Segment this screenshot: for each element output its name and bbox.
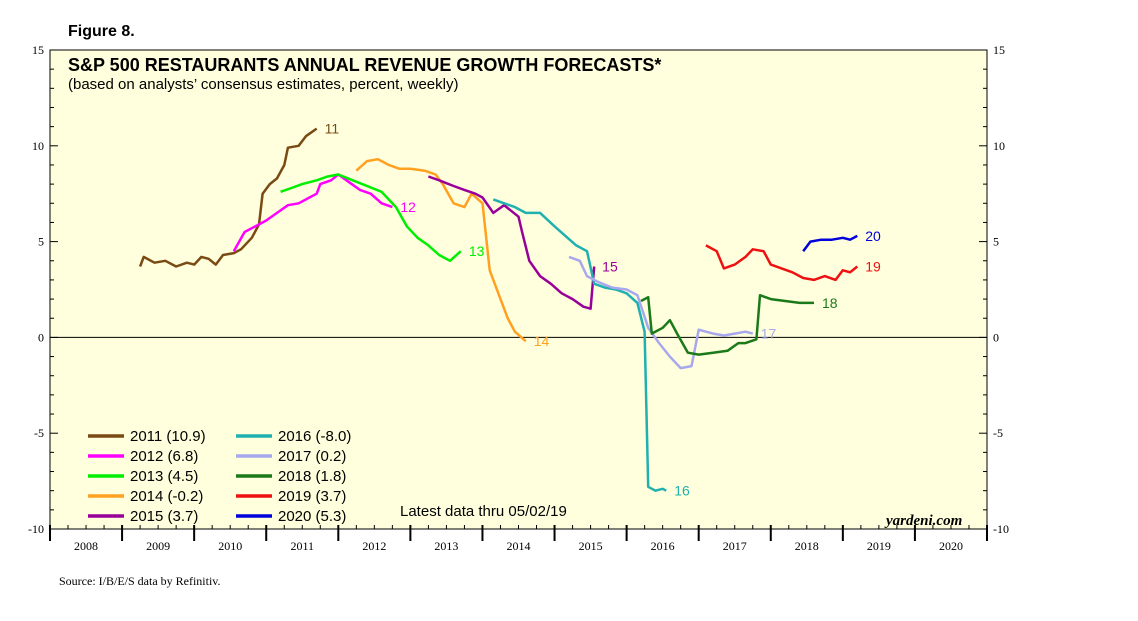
chart-title: S&P 500 RESTAURANTS ANNUAL REVENUE GROWT…	[68, 55, 661, 75]
x-tick-label: 2011	[290, 539, 314, 553]
legend-label: 2019 (3.7)	[278, 488, 346, 505]
series-end-label: 15	[602, 259, 618, 275]
y-tick-label-right: 15	[993, 43, 1005, 57]
series-end-label: 13	[469, 243, 485, 259]
series-end-label: 20	[865, 228, 881, 244]
series-line-12	[232, 173, 393, 252]
x-tick-label: 2017	[723, 539, 747, 553]
y-tick-label-left: 5	[38, 235, 44, 249]
series-line-15	[427, 175, 596, 310]
x-tick-label: 2013	[434, 539, 458, 553]
plot-area	[49, 49, 988, 530]
series-end-label: 14	[534, 333, 550, 349]
y-tick-label-right: -10	[993, 522, 1009, 536]
legend-label: 2020 (5.3)	[278, 508, 346, 525]
series-end-label: 18	[822, 295, 838, 311]
legend-label: 2015 (3.7)	[130, 508, 198, 525]
series-line-19	[705, 244, 859, 282]
legend: 2011 (10.9) 2012 (6.8) 2013 (4.5) 2014 (-0.…	[88, 428, 351, 525]
watermark: yardeni.com	[884, 513, 962, 529]
x-tick-label: 2009	[146, 539, 170, 553]
x-tick-label: 2008	[74, 539, 98, 553]
series-group	[138, 127, 859, 492]
x-tick-label: 2016	[651, 539, 675, 553]
series-line-11	[138, 127, 318, 268]
series-line-20	[802, 234, 858, 252]
series-line-13	[280, 173, 462, 263]
series-end-label: 16	[674, 483, 690, 499]
end-labels: 11 12 13 14 15 16 17 18 19 20	[325, 121, 881, 499]
x-tick-label: 2014	[507, 539, 531, 553]
y-tick-label-left: -5	[34, 426, 44, 440]
y-tick-label-left: 10	[32, 139, 44, 153]
legend-label: 2014 (-0.2)	[130, 488, 203, 505]
series-end-label: 11	[325, 121, 340, 137]
source-note: Source: I/B/E/S data by Refinitiv.	[59, 574, 221, 588]
y-tick-label-left: 0	[38, 330, 44, 344]
y-tick-label-left: 15	[32, 43, 44, 57]
y-tick-label-left: -10	[28, 522, 44, 536]
x-tick-label: 2018	[795, 539, 819, 553]
series-line-14	[355, 157, 527, 343]
legend-label: 2012 (6.8)	[130, 448, 198, 465]
legend-label: 2011 (10.9)	[130, 428, 206, 445]
x-tick-label: 2012	[362, 539, 386, 553]
latest-data-note: Latest data thru 05/02/19	[400, 503, 567, 520]
x-tick-label: 2010	[218, 539, 242, 553]
y-tick-label-right: -5	[993, 426, 1003, 440]
x-axis: 2008 2009 2010 2011 2012 2013 2014 2015 2016 2017…	[49, 525, 988, 553]
series-end-label: 12	[400, 199, 416, 215]
series-line-17	[568, 255, 754, 370]
y-axis-right: -10 -5 0 5 10 15	[979, 43, 1009, 536]
legend-label: 2016 (-8.0)	[278, 428, 351, 445]
y-tick-label-right: 5	[993, 235, 999, 249]
chart-subtitle: (based on analysts’ consensus estimates,…	[68, 76, 458, 93]
series-line-18	[640, 293, 814, 356]
y-tick-label-right: 0	[993, 330, 999, 344]
series-end-label: 19	[865, 259, 881, 275]
y-axis-left: -10 -5 0 5 10 15	[28, 43, 58, 536]
legend-label: 2013 (4.5)	[130, 468, 198, 485]
legend-label: 2017 (0.2)	[278, 448, 346, 465]
series-end-label: 17	[761, 326, 777, 342]
figure-label: Figure 8.	[68, 23, 135, 40]
legend-label: 2018 (1.8)	[278, 468, 346, 485]
x-tick-label: 2015	[579, 539, 603, 553]
series-line-16	[492, 198, 667, 492]
y-tick-label-right: 10	[993, 139, 1005, 153]
x-tick-label: 2020	[939, 539, 963, 553]
x-tick-label: 2019	[867, 539, 891, 553]
